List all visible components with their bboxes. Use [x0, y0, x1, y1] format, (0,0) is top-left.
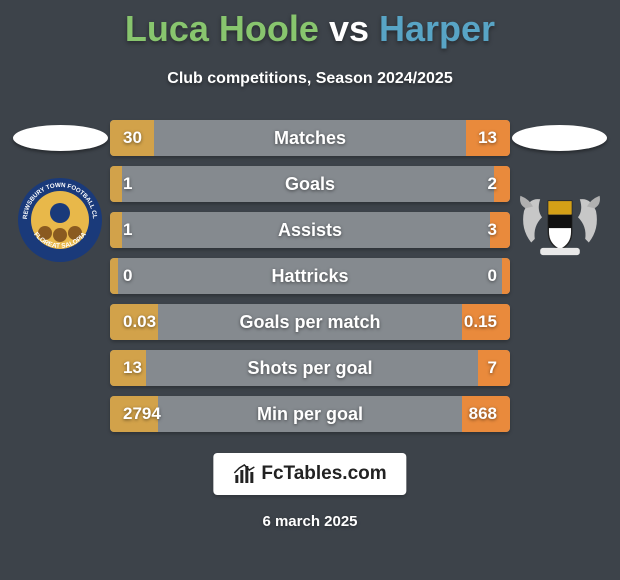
country-oval-left: [13, 125, 108, 151]
stat-label: Goals: [110, 166, 510, 202]
stat-val-right: 0: [488, 258, 497, 294]
comparison-infographic: Luca Hoole vs Harper Club competitions, …: [0, 0, 620, 580]
title: Luca Hoole vs Harper: [0, 0, 620, 50]
stat-row: 2794Min per goal868: [110, 396, 510, 432]
bar-chart-icon: [233, 463, 255, 485]
shrewsbury-crest-icon: SHREWSBURY TOWN FOOTBALL CLUB FLOREAT SA…: [15, 175, 105, 265]
stat-row: 13Shots per goal7: [110, 350, 510, 386]
stat-label: Shots per goal: [110, 350, 510, 386]
stat-val-right: 7: [488, 350, 497, 386]
stat-row: 1Goals2: [110, 166, 510, 202]
stat-row: 30Matches13: [110, 120, 510, 156]
vs-word: vs: [329, 8, 369, 49]
stat-row: 0Hattricks0: [110, 258, 510, 294]
stat-label: Min per goal: [110, 396, 510, 432]
stat-val-right: 868: [469, 396, 497, 432]
stat-label: Matches: [110, 120, 510, 156]
stat-label: Assists: [110, 212, 510, 248]
stat-val-right: 0.15: [464, 304, 497, 340]
crest-left: SHREWSBURY TOWN FOOTBALL CLUB FLOREAT SA…: [15, 175, 105, 265]
stat-val-right: 13: [478, 120, 497, 156]
fctables-logo: FcTables.com: [213, 453, 406, 495]
stat-row: 1Assists3: [110, 212, 510, 248]
date-text: 6 march 2025: [0, 513, 620, 530]
subtitle: Club competitions, Season 2024/2025: [0, 70, 620, 88]
stat-bars: 30Matches131Goals21Assists30Hattricks00.…: [110, 120, 510, 432]
fctables-text: FcTables.com: [261, 463, 386, 485]
stat-val-right: 3: [488, 212, 497, 248]
stat-val-right: 2: [488, 166, 497, 202]
stat-label: Goals per match: [110, 304, 510, 340]
country-oval-right: [512, 125, 607, 151]
club-b-crest-icon: [515, 175, 605, 265]
player-b-name: Harper: [379, 8, 495, 49]
stat-row: 0.03Goals per match0.15: [110, 304, 510, 340]
stat-label: Hattricks: [110, 258, 510, 294]
player-a-name: Luca Hoole: [125, 8, 319, 49]
crest-right: [515, 175, 605, 265]
